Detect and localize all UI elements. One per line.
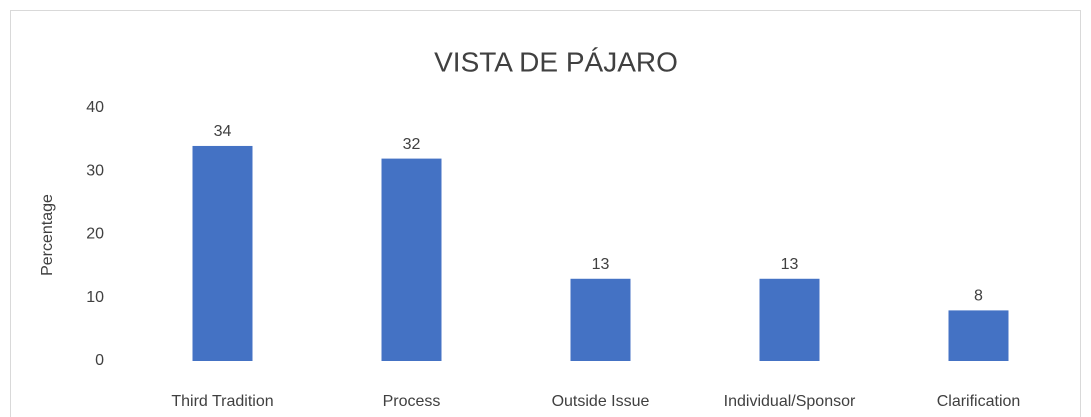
data-label: 8 bbox=[974, 288, 983, 305]
data-label: 34 bbox=[214, 123, 232, 140]
x-tick-label: Individual/Sponsor bbox=[724, 393, 856, 410]
y-tick-label: 20 bbox=[86, 226, 104, 243]
bar bbox=[192, 145, 253, 361]
y-tick-label: 30 bbox=[86, 162, 104, 179]
bar bbox=[759, 278, 820, 361]
x-tick-label: Clarification bbox=[937, 393, 1021, 410]
bar bbox=[570, 278, 631, 361]
x-tick-label: Third Tradition bbox=[171, 393, 273, 410]
y-tick-label: 0 bbox=[95, 352, 104, 369]
data-label: 13 bbox=[781, 256, 799, 273]
x-tick-label: Process bbox=[383, 393, 441, 410]
data-label: 32 bbox=[403, 136, 421, 153]
x-tick-label: Outside Issue bbox=[552, 393, 650, 410]
chart-title: VISTA DE PÁJARO bbox=[434, 46, 678, 77]
y-tick-label: 40 bbox=[86, 99, 104, 116]
bar bbox=[948, 310, 1009, 361]
data-label: 13 bbox=[592, 256, 610, 273]
chart-frame bbox=[10, 10, 1081, 417]
y-tick-label: 10 bbox=[86, 289, 104, 306]
y-axis-label: Percentage bbox=[39, 194, 56, 276]
bar bbox=[381, 158, 442, 361]
